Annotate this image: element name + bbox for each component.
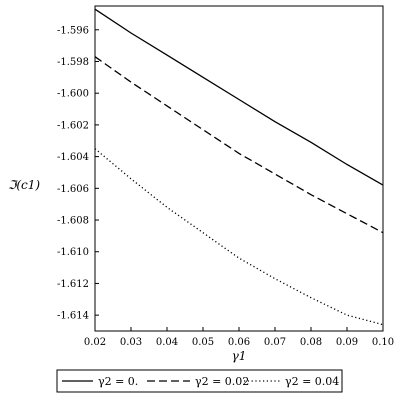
y-tick-label: -1.600 [57,89,89,100]
y-tick-label: -1.612 [57,279,89,290]
y-tick-label: -1.602 [57,120,89,131]
x-tick-label: 0.10 [372,337,394,348]
x-axis: 0.02 0.03 0.04 0.05 0.06 0.07 0.08 0.09 0.10 [84,327,394,348]
y-tick-label: -1.608 [57,216,89,227]
x-tick-label: 0.05 [192,337,214,348]
legend-label-3: γ2 = 0.04 [285,375,339,388]
y-axis-title: ℑ(c1) [8,178,40,192]
y-tick-label: -1.606 [57,184,89,195]
x-tick-label: 0.03 [120,337,142,348]
series-line-dotted [94,148,384,326]
series-line-dashed [94,56,384,234]
series-line-solid [94,8,384,186]
y-axis: -1.596 -1.598 -1.600 -1.602 -1.604 -1.606 -1.6… [57,25,99,322]
x-tick-label: 0.04 [156,337,178,348]
x-tick-label: 0.08 [300,337,322,348]
series-layer [94,8,384,326]
legend-label-2: γ2 = 0.02 [195,375,249,388]
legend-label-1: γ2 = 0. [98,375,138,388]
x-axis-title: γ1 [232,349,247,363]
x-tick-label: 0.09 [336,337,358,348]
x-tick-label: 0.02 [84,337,106,348]
x-tick-label: 0.07 [264,337,286,348]
y-tick-label: -1.610 [57,247,89,258]
y-tick-label: -1.598 [57,57,89,68]
y-tick-label: -1.614 [57,311,89,322]
plot-area-frame [94,5,384,332]
legend: γ2 = 0. γ2 = 0.02 γ2 = 0.04 [56,369,343,393]
x-tick-label: 0.06 [228,337,250,348]
y-tick-label: -1.604 [57,152,89,163]
y-tick-label: -1.596 [57,25,89,36]
legend-box [56,369,343,393]
